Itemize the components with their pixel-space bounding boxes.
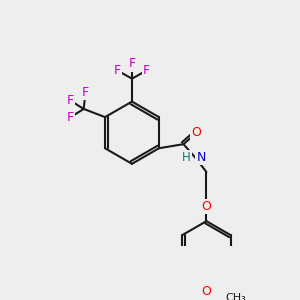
Text: H: H — [182, 151, 191, 164]
Text: F: F — [67, 94, 74, 107]
Text: O: O — [192, 126, 202, 139]
Text: F: F — [128, 57, 136, 70]
Text: F: F — [143, 64, 150, 77]
Text: F: F — [67, 111, 74, 124]
Text: F: F — [114, 64, 121, 77]
Text: N: N — [196, 151, 206, 164]
Text: F: F — [82, 86, 89, 99]
Text: O: O — [202, 285, 212, 298]
Text: O: O — [202, 200, 212, 213]
Text: CH₃: CH₃ — [225, 293, 246, 300]
